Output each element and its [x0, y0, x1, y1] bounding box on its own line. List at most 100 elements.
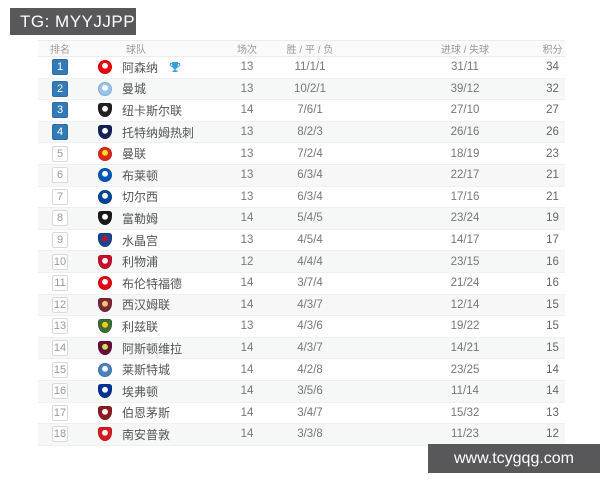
table-row: 8 富勒姆 14 5/4/5 23/24 19 [38, 208, 565, 230]
liverpool-crest-icon [98, 254, 112, 269]
rank-badge: 14 [52, 340, 68, 357]
points-cell: 15 [546, 320, 559, 333]
goals-cell: 22/17 [450, 169, 480, 182]
goals-cell: 39/12 [450, 82, 480, 95]
crest-cell [82, 276, 122, 291]
rank-cell: 12 [38, 296, 82, 313]
goals-cell: 14/21 [450, 342, 480, 355]
rank-badge: 11 [52, 275, 68, 292]
team-name-cell: 利物浦 [122, 253, 214, 270]
team-name: 曼城 [122, 82, 147, 97]
matches-cell: 14 [240, 363, 254, 376]
rank-cell: 16 [38, 383, 82, 400]
team-name-cell: 纽卡斯尔联 [122, 102, 214, 119]
team-name-cell: 切尔西 [122, 188, 214, 205]
win-draw-loss-cell: 3/4/7 [297, 406, 323, 419]
team-name-cell: 莱斯特城 [122, 361, 214, 378]
chelsea-crest-icon [98, 189, 112, 204]
rank-badge: 6 [52, 167, 68, 184]
win-draw-loss-cell: 5/4/5 [297, 212, 323, 225]
table-row: 3 纽卡斯尔联 14 7/6/1 27/10 27 [38, 100, 565, 122]
table-row: 1 阿森纳 13 11/1/1 31/11 34 [38, 57, 565, 79]
goals-cell: 31/11 [451, 61, 479, 74]
goals-cell: 12/14 [450, 298, 480, 311]
team-name: 伯恩茅斯 [122, 406, 171, 421]
fulham-crest-icon [98, 211, 112, 226]
arsenal-crest-icon [98, 60, 112, 75]
table-row: 14 阿斯顿维拉 14 4/3/7 14/21 15 [38, 337, 565, 360]
team-name: 曼联 [122, 147, 147, 162]
win-draw-loss-cell: 10/2/1 [294, 82, 326, 95]
matches-cell: 14 [240, 342, 254, 355]
goals-cell: 26/16 [450, 126, 480, 139]
win-draw-loss-cell: 6/3/4 [297, 190, 323, 203]
win-draw-loss-cell: 4/3/6 [297, 320, 323, 333]
goals-cell: 23/15 [450, 255, 480, 268]
table-row: 9 水晶宫 13 4/5/4 14/17 17 [38, 229, 565, 252]
team-name-cell: 南安普敦 [122, 426, 214, 443]
crest-cell [82, 146, 122, 161]
matches-cell: 14 [240, 298, 254, 311]
rank-badge: 15 [52, 361, 68, 378]
points-cell: 21 [546, 190, 559, 203]
crest-cell [82, 103, 122, 118]
team-name-cell: 曼联 [122, 145, 214, 162]
goals-cell: 17/16 [450, 190, 480, 203]
rank-cell: 10 [38, 253, 82, 270]
leeds-crest-icon [98, 319, 112, 334]
rank-cell: 7 [38, 188, 82, 205]
points-cell: 17 [546, 234, 559, 247]
bournemouth-crest-icon [98, 405, 112, 420]
rank-badge: 4 [52, 124, 68, 141]
crest-cell [82, 60, 122, 75]
table-row: 4 托特纳姆热刺 13 8/2/3 26/16 26 [38, 121, 565, 144]
rank-badge: 2 [52, 80, 68, 97]
team-name: 利兹联 [122, 319, 159, 334]
header-points: 积分 [542, 45, 563, 56]
points-cell: 34 [546, 61, 559, 74]
rank-cell: 13 [38, 318, 82, 335]
team-name: 切尔西 [122, 190, 159, 205]
team-name-cell: 曼城 [122, 80, 214, 97]
team-name: 布伦特福德 [122, 276, 183, 291]
win-draw-loss-cell: 7/2/4 [297, 147, 323, 160]
rank-cell: 5 [38, 145, 82, 162]
points-cell: 16 [546, 255, 559, 268]
points-cell: 16 [546, 277, 559, 290]
rank-badge: 5 [52, 145, 68, 162]
rank-cell: 15 [38, 361, 82, 378]
points-cell: 26 [546, 126, 559, 139]
points-cell: 21 [546, 169, 559, 182]
win-draw-loss-cell: 4/5/4 [297, 234, 323, 247]
team-name: 阿斯顿维拉 [122, 341, 183, 356]
matches-cell: 14 [240, 385, 254, 398]
goals-cell: 23/25 [450, 363, 480, 376]
team-name: 富勒姆 [122, 211, 159, 226]
table-row: 7 切尔西 13 6/3/4 17/16 21 [38, 186, 565, 209]
goals-cell: 11/23 [451, 428, 479, 441]
matches-cell: 14 [240, 428, 254, 441]
win-draw-loss-cell: 7/6/1 [297, 104, 323, 117]
goals-cell: 11/14 [451, 385, 479, 398]
goals-cell: 18/19 [450, 147, 480, 160]
rank-cell: 6 [38, 167, 82, 184]
rank-cell: 2 [38, 80, 82, 97]
table-header-row: 排名 球队 场次 胜 / 平 / 负 进球 / 失球 积分 [38, 40, 565, 57]
matches-cell: 13 [240, 190, 254, 203]
southampton-crest-icon [98, 427, 112, 442]
win-draw-loss-cell: 3/7/4 [297, 277, 323, 290]
man-united-crest-icon [98, 146, 112, 161]
team-name-cell: 水晶宫 [122, 232, 214, 249]
matches-cell: 13 [240, 61, 254, 74]
win-draw-loss-cell: 4/2/8 [297, 363, 323, 376]
team-name-cell: 阿斯顿维拉 [122, 340, 214, 357]
crest-cell [82, 297, 122, 312]
rank-badge: 1 [52, 59, 68, 76]
team-name: 南安普敦 [122, 427, 171, 442]
table-row: 11 布伦特福德 14 3/7/4 21/24 16 [38, 272, 565, 295]
points-cell: 15 [546, 342, 559, 355]
table-row: 17 伯恩茅斯 14 3/4/7 15/32 13 [38, 402, 565, 425]
table-row: 10 利物浦 12 4/4/4 23/15 16 [38, 251, 565, 273]
matches-cell: 14 [240, 104, 254, 117]
points-cell: 14 [546, 363, 559, 376]
